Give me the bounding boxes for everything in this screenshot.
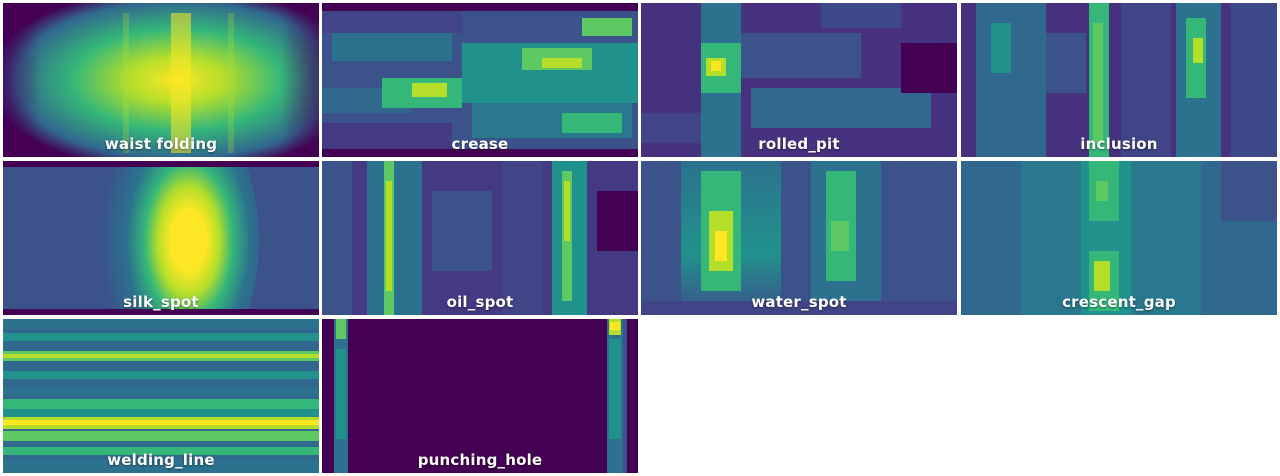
heatmap-image: [322, 161, 638, 315]
heatmap-image: [322, 319, 638, 473]
heatmap-tile-inclusion: inclusion: [961, 3, 1277, 157]
heatmap-tile-crescent-gap: crescent_gap: [961, 161, 1277, 315]
heatmap-image: [3, 161, 319, 315]
heatmap-image: [322, 3, 638, 157]
tile-label: oil_spot: [446, 293, 514, 311]
heatmap-image: [641, 3, 957, 157]
heatmap-image: [3, 319, 319, 473]
tile-label: rolled_pit: [758, 135, 840, 153]
tile-label: inclusion: [1080, 135, 1158, 153]
tile-label: punching_hole: [417, 451, 543, 469]
tile-label: water_spot: [751, 293, 847, 311]
tile-label: crease: [451, 135, 509, 153]
heatmap-image: [641, 161, 957, 315]
heatmap-tile-welding-line: welding_line: [3, 319, 319, 473]
tile-label: crescent_gap: [1062, 293, 1176, 311]
heatmap-tile-silk-spot: silk_spot: [3, 161, 319, 315]
tile-label: waist folding: [104, 135, 218, 153]
heatmap-tile-water-spot: water_spot: [641, 161, 957, 315]
heatmap-tile-crease: crease: [322, 3, 638, 157]
heatmap-image: [3, 3, 319, 157]
tile-label: silk_spot: [123, 293, 199, 311]
heatmap-tile-rolled-pit: rolled_pit: [641, 3, 957, 157]
heatmap-tile-waist-folding: waist folding: [3, 3, 319, 157]
heatmap-image: [961, 161, 1277, 315]
heatmap-image: [961, 3, 1277, 157]
tile-label: welding_line: [107, 451, 215, 469]
heatmap-tile-oil-spot: oil_spot: [322, 161, 638, 315]
heatmap-tile-punching-hole: punching_hole: [322, 319, 638, 473]
